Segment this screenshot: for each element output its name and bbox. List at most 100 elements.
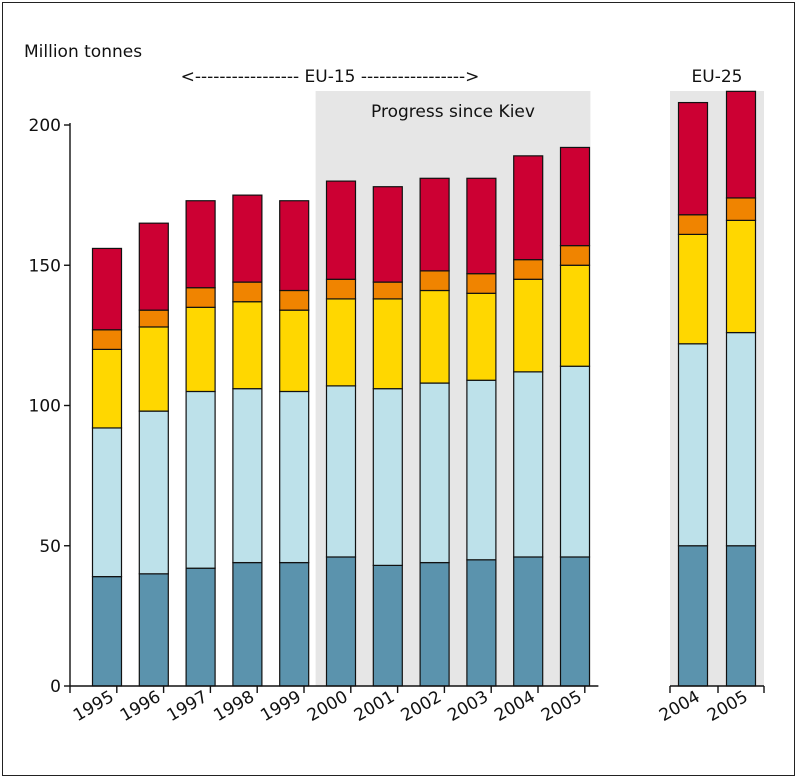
eu15-group-label: <----------------- EU-15 ---------------…: [181, 67, 480, 87]
bar-segment: [466, 559, 497, 687]
x-tick-label: 2003: [444, 687, 491, 726]
bar-segment: [559, 245, 591, 266]
bar-segment: [91, 247, 123, 331]
x-tick-label: 1997: [164, 687, 211, 726]
y-axis-title: Million tonnes: [24, 42, 142, 62]
x-tick-label: 2004: [491, 687, 538, 726]
bar-segment: [91, 576, 123, 687]
x-tick-label: 2005: [704, 687, 751, 726]
highlight-label: Progress since Kiev: [371, 102, 535, 122]
bar-segment: [138, 326, 169, 412]
y-tick-label: 150: [29, 256, 61, 276]
bar-segment: [185, 390, 216, 569]
bar-segment: [677, 101, 709, 216]
bar-segment: [513, 155, 544, 261]
bar-segment: [559, 556, 591, 687]
x-tick-label: 2002: [398, 687, 445, 726]
highlight-band: [315, 91, 591, 686]
bar-segment: [91, 329, 123, 351]
bar-segment: [513, 371, 544, 558]
x-tick-label: 1999: [257, 687, 304, 726]
bar-segment: [138, 410, 169, 575]
bar-segment: [725, 545, 757, 687]
bar-1996: [138, 222, 169, 687]
bar-segment: [419, 561, 450, 687]
bar-segment: [513, 278, 544, 373]
x-tick-label: 2004: [656, 687, 703, 726]
bar-segment: [185, 200, 216, 289]
bar-segment: [725, 90, 757, 199]
bar-segment: [559, 146, 591, 247]
y-tick-label: 0: [50, 677, 61, 697]
eu25-group-label: EU-25: [692, 67, 743, 87]
y-axis: 0 50 100 150 200: [29, 116, 71, 697]
bar-segment: [372, 564, 403, 687]
bar-segment: [559, 264, 591, 367]
bar-segment: [419, 177, 450, 272]
bar-segment: [232, 301, 263, 390]
bar-segment: [466, 177, 497, 275]
bar-segment: [138, 573, 169, 687]
bar-segment: [232, 561, 263, 687]
bar-segment: [466, 379, 497, 561]
bars: [91, 90, 757, 687]
bar-2005: [559, 146, 591, 687]
highlight-region-kiev: Progress since Kiev: [315, 91, 591, 686]
bar-segment: [91, 348, 123, 429]
bar-segment: [372, 281, 403, 300]
bar-segment: [138, 222, 169, 311]
x-tick-label: 1995: [70, 687, 117, 726]
bar-2004: [513, 155, 544, 687]
x-tick-label: 1996: [117, 687, 164, 726]
bar-segment: [325, 298, 357, 387]
bar-2003: [466, 177, 497, 687]
bar-segment: [513, 556, 544, 687]
y-tick-label: 50: [39, 537, 61, 557]
bar-1999: [279, 200, 310, 687]
y-tick-label: 200: [29, 116, 61, 136]
y-tick-label: 100: [29, 397, 61, 417]
x-tick-label: 2000: [304, 687, 351, 726]
bar-segment: [372, 186, 403, 283]
bar-segment: [91, 427, 123, 578]
bar-segment: [279, 390, 310, 564]
x-tick-label: 2005: [538, 687, 585, 726]
bar-segment: [325, 385, 357, 558]
x-tick-label: 1998: [210, 687, 257, 726]
bar-1995: [91, 247, 123, 687]
bar-segment: [677, 233, 709, 345]
bar-segment: [185, 567, 216, 687]
bar-segment: [372, 388, 403, 566]
bar-segment: [279, 561, 310, 687]
bar-segment: [419, 382, 450, 564]
bar-segment: [419, 289, 450, 384]
bar-segment: [232, 281, 263, 303]
x-axis: 1995 1996 1997 1998 1999 2000 2001 2002 2003 2004…: [69, 685, 765, 726]
bar-segment: [466, 292, 497, 381]
x-tick-label: 2001: [351, 687, 398, 726]
bar-2001: [372, 186, 403, 687]
bar-segment: [419, 270, 450, 292]
bar-segment: [232, 388, 263, 564]
bar-2002: [419, 177, 450, 687]
bar-segment: [325, 556, 357, 687]
bar-segment: [725, 197, 757, 221]
bar-segment: [677, 214, 709, 235]
bar-segment: [466, 273, 497, 294]
bar-segment: [279, 309, 310, 393]
bar-segment: [677, 343, 709, 547]
bar-segment: [232, 194, 263, 283]
bar-segment: [279, 200, 310, 292]
bar-segment: [325, 180, 357, 280]
bar-segment: [279, 289, 310, 311]
bar-segment: [185, 287, 216, 308]
bar-segment: [138, 309, 169, 328]
bar-eu25-2005: [725, 90, 757, 687]
bar-segment: [372, 298, 403, 390]
bar-segment: [185, 306, 216, 393]
bar-segment: [559, 365, 591, 558]
bar-segment: [513, 259, 544, 280]
bar-2000: [325, 180, 357, 687]
